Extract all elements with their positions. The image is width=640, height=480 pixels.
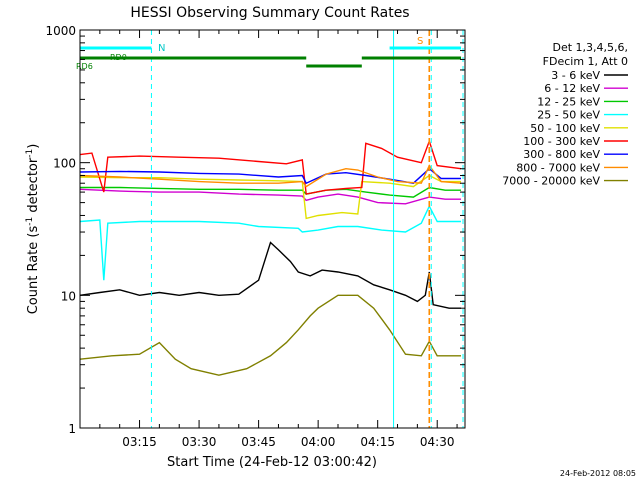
legend-label-5: 100 - 300 keV	[523, 135, 600, 148]
legend: Det 1,3,4,5,6, FDecim 1, Att 0 3 - 6 keV…	[502, 41, 628, 188]
legend-label-3: 25 - 50 keV	[537, 109, 600, 122]
series-line-5	[79, 139, 462, 195]
series-line-1	[79, 188, 461, 205]
x-tick-label: 04:15	[360, 435, 395, 449]
x-tick-label: 04:30	[420, 435, 455, 449]
legend-header-decimation: FDecim 1, Att 0	[543, 55, 628, 68]
timestamp: 24-Feb-2012 08:05	[560, 469, 636, 478]
legend-label-1: 6 - 12 keV	[544, 82, 600, 95]
plot-frame	[79, 29, 466, 429]
legend-label-4: 50 - 100 keV	[530, 122, 600, 135]
legend-label-8: 7000 - 20000 keV	[502, 175, 600, 188]
x-axis-ticks: 03:15 03:30 03:45 04:00 04:15 04:30	[99, 30, 458, 449]
y-axis-label: Count Rate (s-1 detector-1)	[25, 144, 41, 315]
y-axis-ticks: 1 10 100 1000	[45, 24, 465, 436]
rd0-label: RD0	[110, 53, 127, 62]
x-axis-label: Start Time (24-Feb-12 03:00:42)	[167, 455, 377, 470]
legend-label-2: 12 - 25 keV	[537, 95, 600, 108]
x-tick-label: 03:15	[122, 435, 157, 449]
y-tick-label: 100	[53, 157, 76, 171]
annotation-layer: N S RD0 RD6	[76, 30, 464, 428]
legend-label-7: 800 - 7000 keV	[516, 161, 600, 174]
x-tick-label: 04:00	[301, 435, 336, 449]
rd6-label: RD6	[76, 62, 93, 71]
series-line-0	[79, 241, 461, 309]
legend-label-0: 3 - 6 keV	[551, 69, 600, 82]
series-line-6	[79, 167, 461, 185]
legend-label-6: 300 - 800 keV	[523, 148, 600, 161]
chart-title: HESSI Observing Summary Count Rates	[130, 5, 409, 21]
legend-header-detectors: Det 1,3,4,5,6,	[552, 41, 628, 54]
series-layer	[79, 139, 462, 376]
night-label: N	[158, 43, 165, 54]
series-line-3	[79, 204, 461, 281]
y-tick-label: 1000	[45, 24, 76, 38]
series-line-2	[80, 186, 461, 198]
x-tick-label: 03:30	[182, 435, 217, 449]
y-tick-label: 10	[61, 289, 76, 303]
series-line-8	[79, 294, 461, 376]
series-line-7	[79, 164, 462, 188]
y-tick-label: 1	[68, 422, 76, 436]
x-tick-label: 03:45	[241, 435, 276, 449]
saa-label: S	[417, 36, 423, 47]
